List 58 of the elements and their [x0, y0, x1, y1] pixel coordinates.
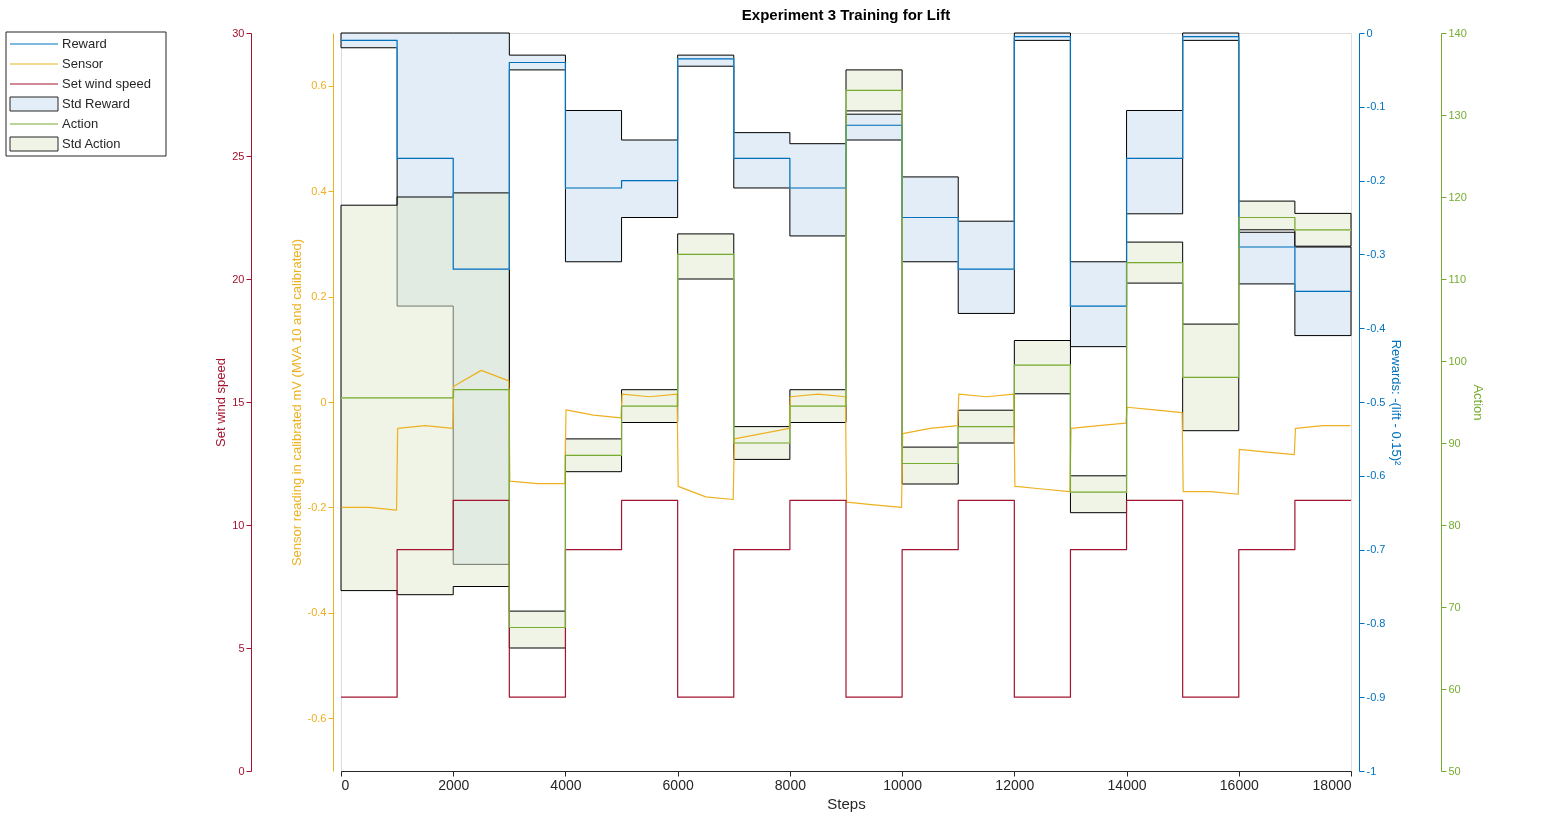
x-tick-label: 16000 [1219, 776, 1259, 793]
y2-tick-label: -0.9 [1366, 690, 1386, 703]
y2-tick-label: -0.8 [1366, 616, 1386, 629]
y3-tick-label: 20 [232, 272, 245, 285]
y2-tick-label: -0.2 [1366, 174, 1386, 187]
y-tick-label: 60 [1448, 682, 1461, 695]
y3-tick-label: 5 [238, 641, 245, 654]
chart-title: Experiment 3 Training for Lift [741, 6, 951, 23]
y3-tick-label: 30 [232, 26, 245, 39]
y-tick-label: -0.4 [307, 606, 327, 619]
y2-tick-label: -0.7 [1366, 543, 1386, 556]
y2-tick-label: -0.6 [1366, 469, 1386, 482]
x-tick-label: 0 [341, 776, 350, 793]
y-tick-label: 100 [1448, 354, 1467, 367]
y-tick-label: 70 [1448, 600, 1461, 613]
y3-tick-label: 10 [232, 518, 245, 531]
y-axis-title: Action [1470, 384, 1486, 421]
legend-label: Sensor [62, 56, 104, 71]
x-tick-label: 4000 [550, 776, 582, 793]
y-tick-label: 0.2 [311, 290, 327, 303]
legend-label: Set wind speed [62, 76, 151, 91]
y-tick-label: 50 [1448, 764, 1461, 777]
x-tick-label: 10000 [883, 776, 923, 793]
y-tick-label: 0.4 [311, 184, 327, 197]
y-tick-label: 130 [1448, 108, 1467, 121]
legend-label: Std Reward [62, 96, 130, 111]
y3-axis-title: Set wind speed [213, 358, 229, 447]
y-tick-label: -0.6 [307, 711, 327, 724]
y-tick-label: 80 [1448, 518, 1461, 531]
x-tick-label: 6000 [662, 776, 694, 793]
y-axis-title: Sensor reading in calibrated mV (MVA 10 and calibrated) [288, 238, 304, 567]
y2-tick-label: -0.3 [1366, 247, 1386, 260]
y2-tick-label: 0 [1366, 26, 1373, 39]
x-tick-label: 12000 [995, 776, 1035, 793]
y-tick-label: 0.6 [311, 79, 327, 92]
line-series [340, 369, 1352, 511]
x-tick-label: 8000 [774, 776, 807, 793]
y3-tick-label: 0 [238, 764, 245, 777]
x-tick-label: 2000 [438, 776, 470, 793]
y2-axis-title: Rewards: -(lift - 0.15)² [1389, 339, 1405, 467]
y-tick-label: 90 [1448, 436, 1461, 449]
y2-tick-label: -0.4 [1366, 321, 1386, 334]
x-tick-label: 18000 [1312, 776, 1352, 793]
y2-tick-label: -0.1 [1366, 100, 1386, 113]
y-tick-label: 0 [320, 395, 327, 408]
y3-tick-label: 25 [232, 149, 245, 162]
x-axis-title: Steps [827, 794, 866, 812]
y-tick-label: 140 [1448, 26, 1467, 39]
legend-label: Reward [62, 36, 107, 51]
y2-tick-label: -0.5 [1366, 395, 1386, 408]
y2-tick-label: -1 [1366, 764, 1377, 777]
x-tick-label: 14000 [1107, 776, 1147, 793]
y-tick-label: 110 [1448, 272, 1467, 285]
legend-label: Std Action [62, 136, 121, 151]
y-tick-label: 120 [1448, 190, 1467, 203]
y-tick-label: -0.2 [307, 500, 327, 513]
legend-label: Action [62, 116, 99, 131]
y3-tick-label: 15 [232, 395, 245, 408]
